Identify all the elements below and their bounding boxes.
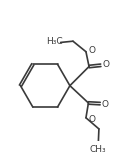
Text: O: O [88,114,95,124]
Text: O: O [102,100,109,109]
Text: H₃C: H₃C [46,37,63,46]
Text: O: O [89,46,96,55]
Text: CH₃: CH₃ [90,145,107,154]
Text: O: O [102,60,109,69]
